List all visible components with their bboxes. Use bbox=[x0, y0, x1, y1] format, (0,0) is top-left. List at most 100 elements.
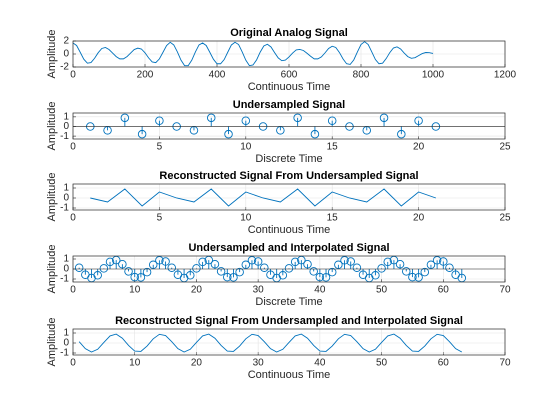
stem-marker bbox=[379, 113, 389, 123]
chart-title: Undersampled Signal bbox=[233, 99, 345, 111]
stem-marker bbox=[395, 259, 405, 269]
stem bbox=[334, 260, 343, 270]
stem-marker bbox=[93, 271, 102, 280]
stem bbox=[290, 257, 300, 269]
stem-marker bbox=[408, 272, 417, 282]
x-tick-label: 30 bbox=[253, 285, 265, 296]
y-tick-label: 1 bbox=[63, 328, 69, 339]
x-tick-label: 600 bbox=[281, 70, 298, 81]
axes-box bbox=[72, 112, 506, 140]
stem-marker bbox=[414, 273, 423, 282]
stem-marker bbox=[241, 260, 251, 270]
stem-marker bbox=[136, 273, 146, 282]
x-tick-label: 40 bbox=[314, 358, 326, 369]
axes-background bbox=[73, 113, 505, 139]
stem bbox=[426, 260, 436, 270]
y-axis-label: Amplitude bbox=[46, 318, 58, 367]
stem-marker bbox=[315, 272, 325, 282]
stem-marker bbox=[284, 264, 294, 273]
stem-marker bbox=[327, 116, 337, 125]
stem-marker bbox=[352, 263, 362, 272]
stem bbox=[130, 269, 139, 282]
x-tick-label: 15 bbox=[327, 213, 339, 224]
x-tick-label: 25 bbox=[499, 142, 511, 153]
stem bbox=[340, 256, 349, 269]
stem-marker bbox=[290, 257, 300, 267]
x-tick-label: 10 bbox=[129, 285, 141, 296]
stem-marker bbox=[439, 257, 448, 266]
x-tick-label: 0 bbox=[70, 142, 76, 153]
stem-marker bbox=[334, 260, 343, 270]
x-tick-label: 15 bbox=[327, 142, 339, 153]
y-axis-label: Amplitude bbox=[46, 102, 58, 151]
stem bbox=[293, 113, 302, 127]
stem-marker bbox=[124, 267, 133, 276]
stem bbox=[303, 259, 312, 269]
axes-box bbox=[72, 40, 506, 68]
chart-title: Reconstructed Signal From Undersampled S… bbox=[159, 170, 418, 182]
stem-marker bbox=[210, 259, 220, 269]
y-tick-label: 1 bbox=[63, 254, 69, 265]
x-tick-label: 5 bbox=[157, 213, 163, 224]
stem-marker bbox=[260, 263, 269, 272]
chart-title: Original Analog Signal bbox=[230, 27, 348, 39]
x-tick-label: 70 bbox=[499, 358, 511, 369]
stem-marker bbox=[346, 257, 355, 266]
stem bbox=[395, 259, 405, 269]
chart-title: Reconstructed Signal From Undersampled a… bbox=[115, 315, 463, 327]
x-axis-label: Continuous Time bbox=[248, 81, 331, 93]
y-tick-label: 0 bbox=[63, 121, 69, 132]
stem-marker bbox=[118, 259, 127, 269]
y-tick-label: 0 bbox=[63, 193, 69, 204]
y-tick-label: -1 bbox=[60, 274, 69, 285]
stem-marker bbox=[445, 263, 454, 272]
stem bbox=[432, 256, 442, 269]
stem-marker bbox=[216, 267, 226, 276]
stem-marker bbox=[74, 263, 84, 272]
stem-marker bbox=[420, 267, 430, 277]
x-tick-label: 200 bbox=[137, 70, 154, 81]
stem-marker bbox=[229, 273, 238, 282]
x-tick-label: 20 bbox=[413, 142, 425, 153]
x-tick-label: 70 bbox=[499, 285, 511, 296]
x-tick-label: 10 bbox=[240, 142, 252, 153]
stem bbox=[210, 259, 220, 269]
stem bbox=[120, 113, 130, 127]
y-axis-label: Amplitude bbox=[46, 173, 58, 222]
stem bbox=[161, 257, 170, 269]
stem bbox=[148, 260, 158, 270]
stem bbox=[206, 113, 216, 127]
stem-marker bbox=[377, 264, 386, 273]
x-tick-label: 50 bbox=[376, 285, 388, 296]
stem bbox=[93, 269, 102, 280]
stem bbox=[186, 269, 195, 280]
stem-marker bbox=[397, 129, 406, 139]
stem bbox=[105, 257, 115, 269]
stem-marker bbox=[99, 264, 109, 273]
stem-marker bbox=[303, 259, 312, 269]
stem bbox=[142, 267, 152, 277]
stem-marker bbox=[293, 113, 302, 123]
signal-line bbox=[73, 41, 434, 67]
y-tick-label: 0 bbox=[63, 49, 69, 60]
stem-marker bbox=[206, 113, 216, 123]
axes-box bbox=[72, 183, 506, 211]
stem bbox=[235, 267, 244, 277]
x-tick-label: 60 bbox=[438, 285, 450, 296]
stem-marker bbox=[327, 267, 337, 277]
stem-marker bbox=[130, 272, 139, 282]
x-tick-label: 25 bbox=[499, 213, 511, 224]
x-tick-label: 1200 bbox=[494, 70, 517, 81]
axes-box bbox=[72, 255, 506, 283]
stem bbox=[223, 269, 232, 282]
y-tick-label: -1 bbox=[60, 131, 69, 142]
stem bbox=[309, 267, 318, 276]
stem-marker bbox=[186, 271, 195, 280]
stem-marker bbox=[426, 260, 436, 270]
y-tick-label: 2 bbox=[63, 36, 69, 47]
stem bbox=[247, 256, 257, 269]
y-tick-label: 0 bbox=[63, 338, 69, 349]
stem-marker bbox=[278, 271, 288, 280]
